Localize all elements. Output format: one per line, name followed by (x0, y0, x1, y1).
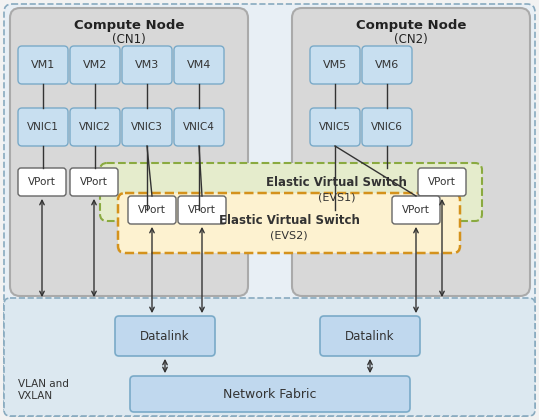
Text: VPort: VPort (428, 177, 456, 187)
Text: VM6: VM6 (375, 60, 399, 70)
FancyBboxPatch shape (70, 108, 120, 146)
Text: VNIC2: VNIC2 (79, 122, 111, 132)
Text: Compute Node: Compute Node (356, 19, 466, 32)
FancyBboxPatch shape (392, 196, 440, 224)
Text: Elastic Virtual Switch: Elastic Virtual Switch (266, 176, 407, 189)
Text: Network Fabric: Network Fabric (223, 388, 317, 401)
Text: VPort: VPort (402, 205, 430, 215)
Text: VLAN and
VXLAN: VLAN and VXLAN (18, 379, 69, 401)
FancyBboxPatch shape (70, 168, 118, 196)
Text: VPort: VPort (28, 177, 56, 187)
Text: VM2: VM2 (83, 60, 107, 70)
FancyBboxPatch shape (100, 163, 482, 221)
FancyBboxPatch shape (130, 376, 410, 412)
Text: (CN2): (CN2) (394, 34, 428, 47)
Text: (CN1): (CN1) (112, 34, 146, 47)
Text: VPort: VPort (188, 205, 216, 215)
FancyBboxPatch shape (115, 316, 215, 356)
FancyBboxPatch shape (18, 168, 66, 196)
FancyBboxPatch shape (122, 46, 172, 84)
Text: VM4: VM4 (187, 60, 211, 70)
FancyBboxPatch shape (4, 298, 535, 416)
FancyBboxPatch shape (122, 108, 172, 146)
FancyBboxPatch shape (178, 196, 226, 224)
Text: VNIC4: VNIC4 (183, 122, 215, 132)
FancyBboxPatch shape (174, 46, 224, 84)
FancyBboxPatch shape (70, 46, 120, 84)
Text: Datalink: Datalink (345, 330, 395, 342)
FancyBboxPatch shape (418, 168, 466, 196)
FancyBboxPatch shape (362, 46, 412, 84)
FancyBboxPatch shape (320, 316, 420, 356)
FancyBboxPatch shape (292, 8, 530, 296)
FancyBboxPatch shape (174, 108, 224, 146)
Text: VNIC3: VNIC3 (131, 122, 163, 132)
FancyBboxPatch shape (4, 4, 535, 416)
FancyBboxPatch shape (310, 46, 360, 84)
Text: VM5: VM5 (323, 60, 347, 70)
Text: VPort: VPort (80, 177, 108, 187)
Text: Datalink: Datalink (140, 330, 190, 342)
Text: Compute Node: Compute Node (74, 19, 184, 32)
Text: VM3: VM3 (135, 60, 159, 70)
Text: VNIC1: VNIC1 (27, 122, 59, 132)
Text: (EVS1): (EVS1) (318, 192, 356, 202)
FancyBboxPatch shape (18, 108, 68, 146)
FancyBboxPatch shape (18, 46, 68, 84)
Text: VNIC6: VNIC6 (371, 122, 403, 132)
FancyBboxPatch shape (128, 196, 176, 224)
FancyBboxPatch shape (362, 108, 412, 146)
Text: VNIC5: VNIC5 (319, 122, 351, 132)
Text: VM1: VM1 (31, 60, 55, 70)
FancyBboxPatch shape (310, 108, 360, 146)
Text: Elastic Virtual Switch: Elastic Virtual Switch (218, 215, 360, 228)
FancyBboxPatch shape (10, 8, 248, 296)
Text: VPort: VPort (138, 205, 166, 215)
Text: (EVS2): (EVS2) (270, 230, 308, 240)
FancyBboxPatch shape (118, 193, 460, 253)
